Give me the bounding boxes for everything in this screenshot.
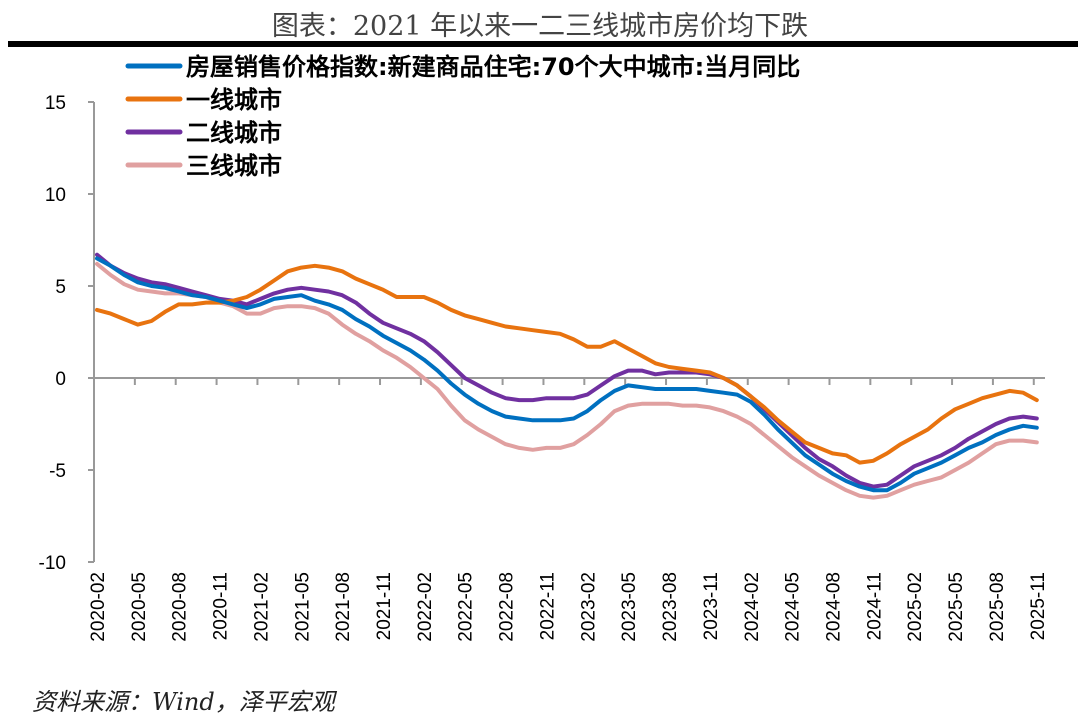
x-tick-label: 2025-11 [1028,572,1049,640]
x-tick-label: 2024-08 [823,572,844,642]
y-tick-label: 5 [55,277,66,298]
x-tick-label: 2023-02 [578,572,599,642]
x-tick-label: 2025-02 [905,572,926,642]
series-line-1 [95,263,1039,465]
x-tick-label: 2022-05 [456,572,477,642]
source-note: 资料来源：Wind，泽平宏观 [32,688,335,716]
y-tick-label: -5 [49,461,66,482]
x-tick-label: 2025-05 [946,572,967,642]
x-tick-label: 2023-05 [619,572,640,642]
x-tick-label: 2022-08 [497,572,518,642]
y-tick-label: -10 [39,553,66,574]
x-tick-label: 2023-08 [660,572,681,642]
x-tick-label: 2024-05 [783,572,804,642]
series-line-2 [95,252,1039,489]
y-tick-label: 10 [45,185,66,206]
x-tick-label: 2022-11 [537,572,558,640]
x-tick-label: 2022-02 [415,572,436,642]
x-tick-label: 2021-08 [333,572,354,642]
y-tick-label: 15 [45,93,66,114]
series-line-0 [95,256,1039,493]
x-tick-label: 2024-02 [742,572,763,642]
x-tick-label: 2020-11 [211,572,232,640]
x-tick-label: 2020-08 [170,572,191,642]
chart-title: 图表：2021 年以来一二三线城市房价均下跌 [271,11,809,42]
legend-label: 房屋销售价格指数:新建商品住宅:70个大中城市:当月同比 [186,53,800,81]
title-divider [8,41,1078,47]
legend-label: 二线城市 [186,119,282,147]
y-tick-label: 0 [55,369,66,390]
legend-label: 三线城市 [186,152,282,180]
x-tick-label: 2024-11 [864,572,885,640]
x-tick-label: 2023-11 [701,572,722,640]
series-line-3 [95,261,1039,500]
x-tick-label: 2021-05 [292,572,313,642]
x-tick-label: 2021-11 [374,572,395,640]
legend-label: 一线城市 [186,86,282,114]
x-tick-label: 2020-02 [88,572,109,642]
x-tick-label: 2025-08 [987,572,1008,642]
x-tick-label: 2020-05 [129,572,150,642]
x-tick-label: 2021-02 [251,572,272,642]
